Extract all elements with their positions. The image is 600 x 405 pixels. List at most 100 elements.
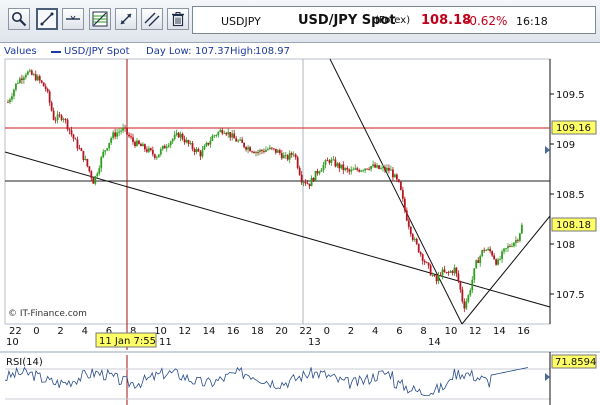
candle-body (294, 154, 297, 158)
candle-body (445, 271, 448, 273)
crosshair-tool-button[interactable] (115, 8, 137, 30)
candle-body (102, 151, 105, 158)
candle-body (272, 148, 275, 150)
candle-body (340, 164, 343, 169)
time-tick-label: 2 (57, 326, 63, 337)
candle-body (463, 301, 466, 309)
candle-body (110, 138, 113, 143)
trend-line-tool-button[interactable] (36, 8, 58, 30)
price-marker-109-16-box (551, 120, 597, 135)
quote-symbol: USDJPY (221, 15, 261, 28)
candle-body (505, 248, 507, 249)
candle-body (509, 246, 511, 247)
candle-body (7, 102, 9, 103)
candle-body (298, 167, 301, 175)
candle-body (17, 83, 19, 84)
candle-body (161, 145, 164, 150)
candle-body (507, 246, 509, 249)
candle-body (261, 150, 263, 151)
candle-body (169, 141, 172, 146)
candle-body (518, 233, 521, 241)
candle-body (443, 269, 446, 272)
candle-body (185, 140, 188, 143)
candle-body (201, 149, 204, 157)
rsi-line (4, 366, 529, 396)
candle-body (489, 248, 492, 252)
candle-body (284, 155, 287, 157)
rsi-value: 71.8594 (555, 357, 596, 368)
candle-body (122, 127, 124, 131)
candle-body (344, 168, 347, 171)
magnifier-icon (12, 12, 27, 27)
candle-body (114, 132, 117, 137)
candle-body (19, 78, 21, 84)
candle-body (90, 171, 93, 179)
trend-line-steep[interactable] (329, 58, 463, 325)
fibonacci-tool-button[interactable] (89, 8, 111, 30)
candle-body (149, 148, 152, 151)
candle-body (147, 148, 150, 152)
parallel-lines-tool-button[interactable] (141, 8, 163, 30)
date-label-13: 13 (308, 337, 321, 348)
quote-price: 108.18 (421, 13, 472, 28)
candle-body (453, 267, 456, 273)
candle-body (207, 142, 210, 145)
rsi-pointer-icon (545, 373, 550, 381)
price-pointer-icon (545, 146, 550, 154)
candle-body (314, 170, 317, 181)
time-tick-label: 0 (324, 326, 330, 337)
candle-body (243, 142, 246, 148)
candle-body (407, 220, 410, 227)
candle-body (374, 164, 376, 168)
candle-body (520, 224, 523, 234)
horizontal-line-tool-button[interactable] (62, 8, 84, 30)
quote-box: USDJPY USD/JPY Spot (Forex) 108.18 -0.62… (192, 6, 596, 34)
candle-body (36, 76, 39, 81)
candle-body (409, 226, 412, 235)
candle-body (223, 133, 226, 134)
candle-body (392, 169, 394, 178)
candle-body (511, 246, 513, 247)
time-tick-label: 2 (348, 326, 354, 337)
candle-body (278, 150, 281, 154)
candle-body (479, 255, 482, 264)
candle-body (106, 148, 109, 151)
candle-body (249, 147, 251, 152)
candle-body (465, 301, 468, 309)
candle-body (288, 153, 291, 160)
candle-body (225, 133, 228, 135)
candle-body (128, 134, 130, 137)
candle-body (116, 132, 119, 137)
candle-body (503, 248, 505, 252)
trend-line-lower[interactable] (4, 151, 551, 308)
quote-exchange: (Forex) (375, 15, 411, 26)
candle-body (189, 143, 192, 144)
candle-body (304, 182, 307, 184)
candle-body (247, 147, 249, 150)
candle-body (397, 179, 400, 182)
candle-body (68, 129, 71, 131)
candle-body (245, 147, 247, 150)
candle-body (312, 177, 315, 181)
legend-series-name: USD/JPY Spot (64, 46, 130, 57)
time-tick-label: 8 (420, 326, 426, 337)
candle-body (193, 149, 196, 152)
trend-line-support[interactable] (461, 215, 551, 325)
candle-body (495, 259, 497, 265)
candle-body (255, 151, 257, 154)
candle-body (197, 149, 200, 152)
price-marker-109-16: 109.16 (556, 123, 591, 134)
candle-body (26, 71, 29, 75)
time-tick-label: 12 (178, 326, 191, 337)
candle-body (517, 240, 519, 241)
candle-body (405, 210, 408, 221)
candle-body (76, 139, 79, 149)
candle-body (173, 134, 176, 139)
candle-body (112, 132, 115, 139)
zoom-tool-button[interactable] (8, 8, 30, 30)
candle-body (332, 159, 335, 161)
delete-tool-button[interactable] (167, 8, 189, 30)
candle-body (459, 281, 462, 290)
candle-body (403, 198, 406, 211)
